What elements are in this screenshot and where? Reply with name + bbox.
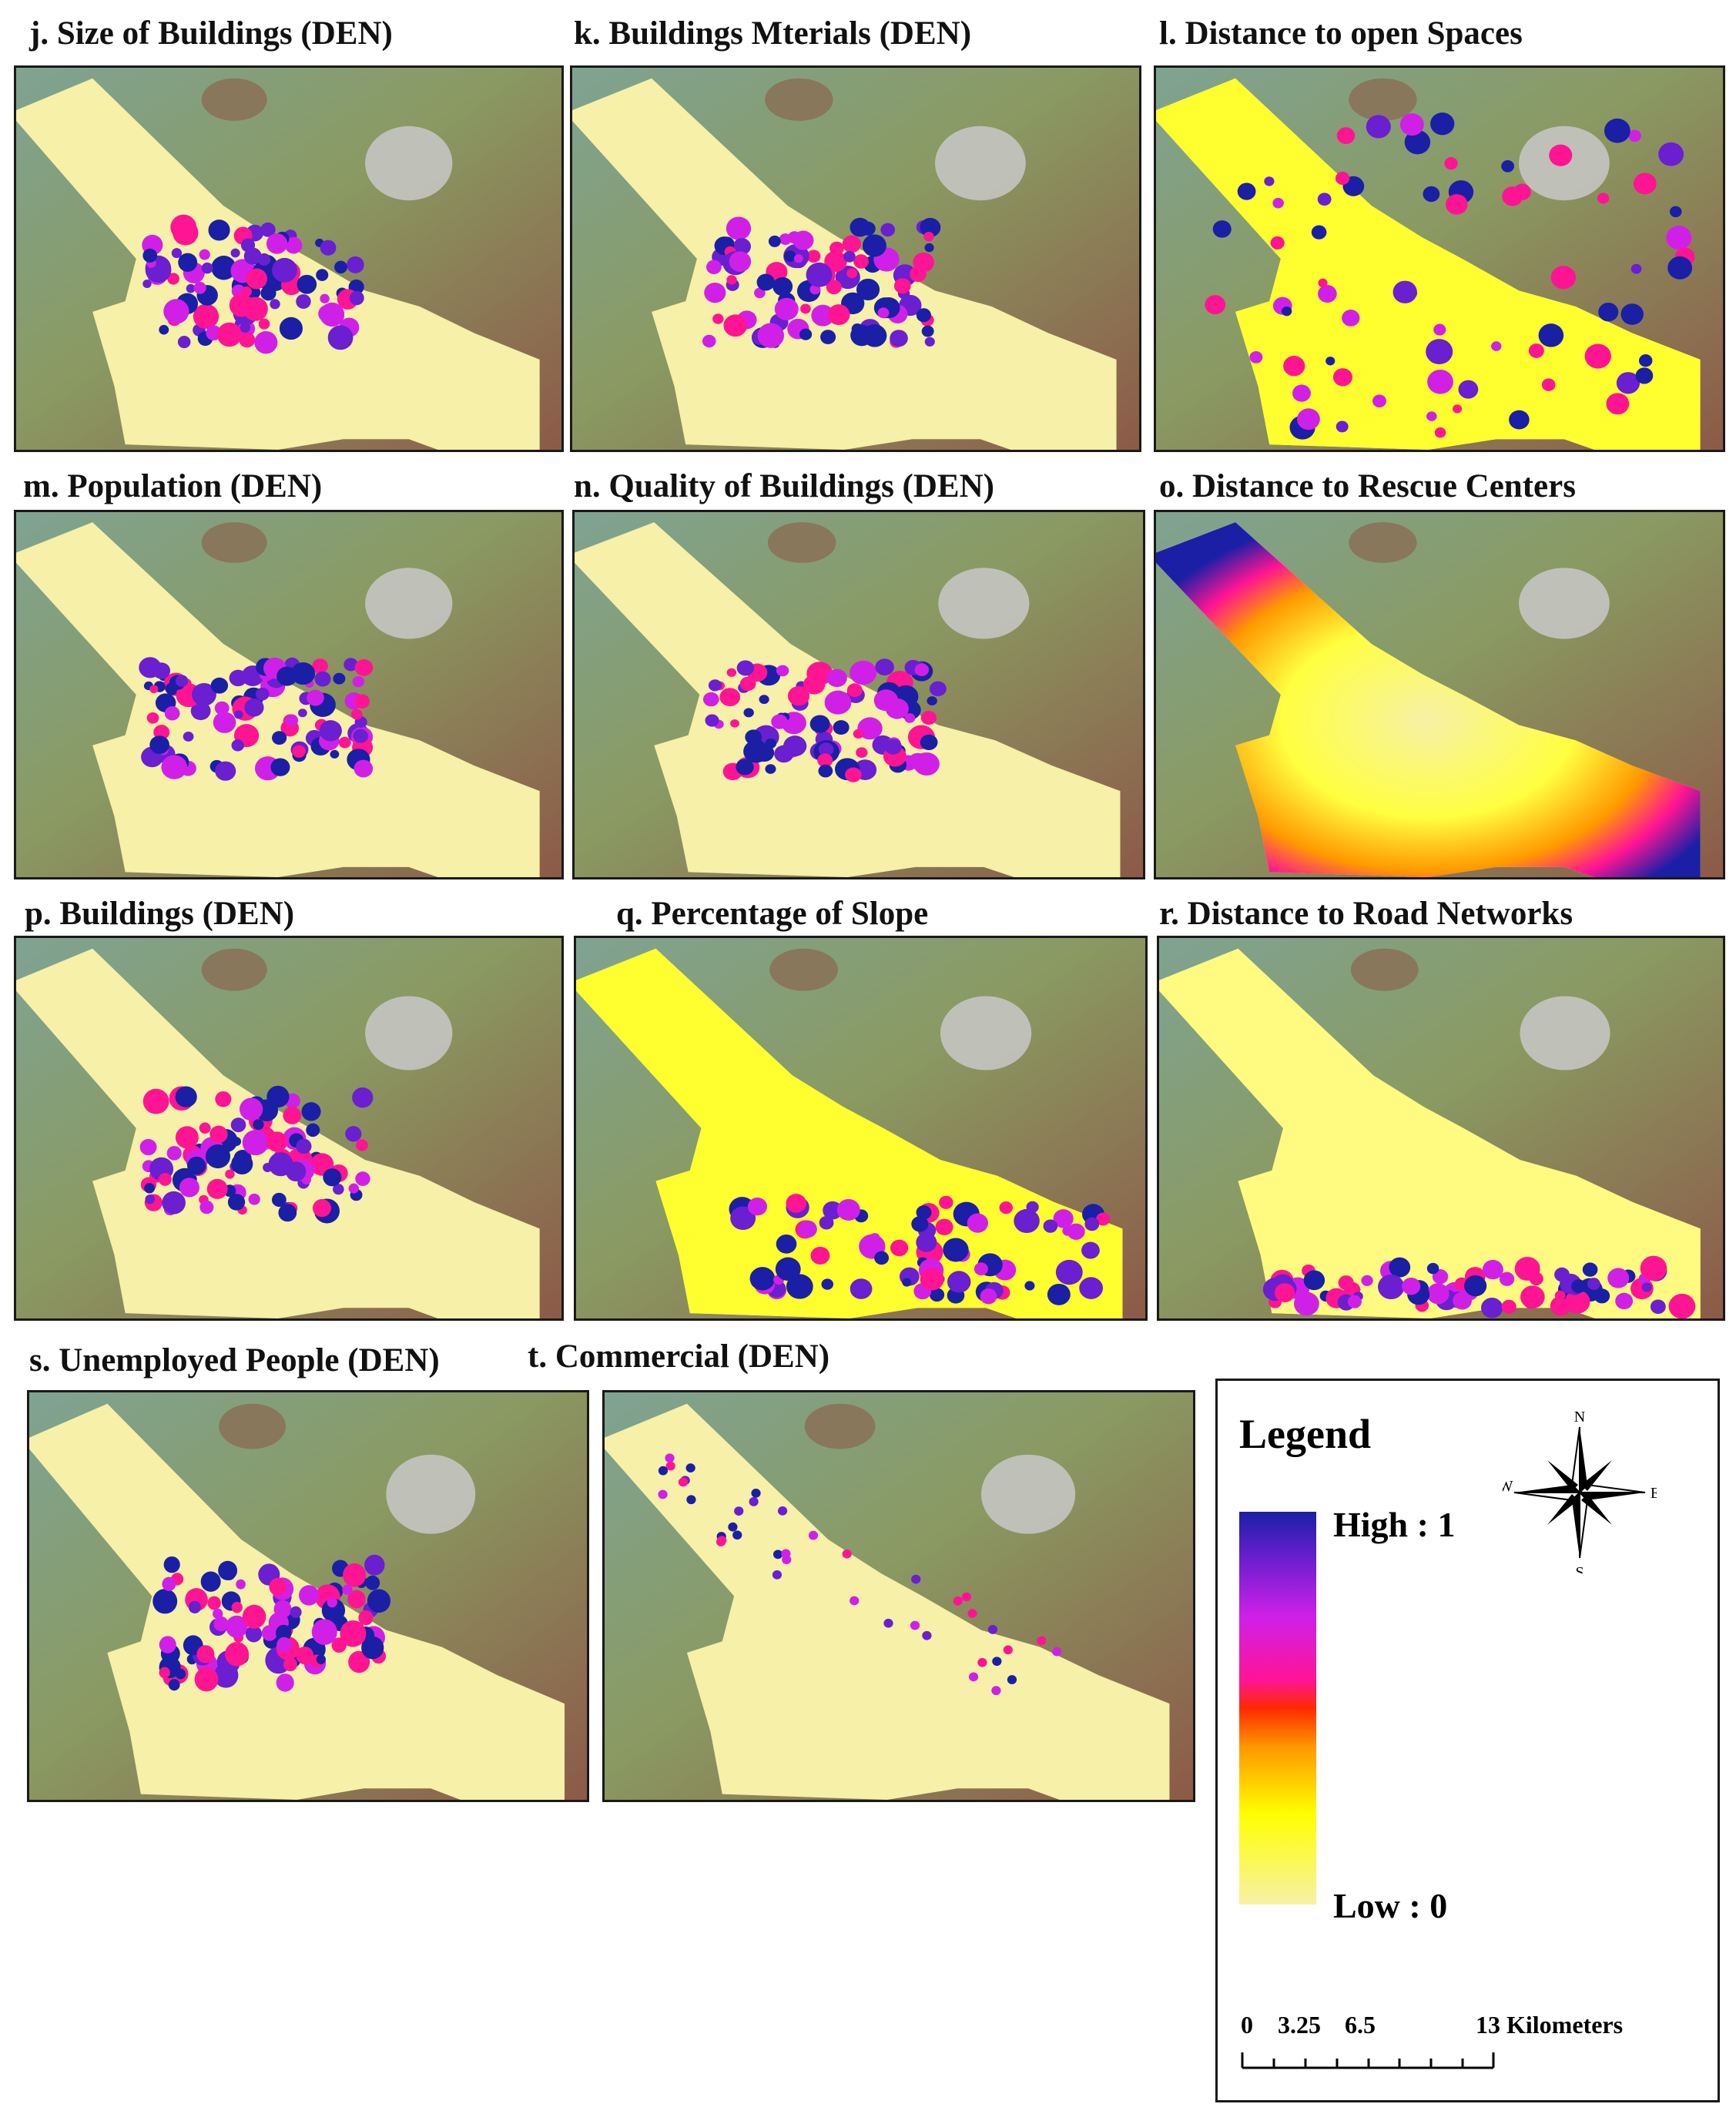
panel-title-t: t. Commercial (DEN) bbox=[528, 1338, 830, 1375]
panel-title-j: j. Size of Buildings (DEN) bbox=[29, 15, 393, 52]
map-canvas-n bbox=[575, 512, 1143, 877]
map-canvas-q bbox=[576, 938, 1145, 1318]
legend-low-label: Low : 0 bbox=[1333, 1886, 1448, 1925]
scale-label-0: 0 bbox=[1241, 2011, 1253, 2039]
map-panel-t bbox=[602, 1390, 1195, 1802]
map-panel-l bbox=[1154, 65, 1725, 452]
panel-title-r: r. Distance to Road Networks bbox=[1159, 896, 1573, 932]
panel-title-s: s. Unemployed People (DEN) bbox=[29, 1342, 440, 1379]
map-panel-m bbox=[14, 510, 564, 879]
map-canvas-o bbox=[1156, 512, 1723, 877]
color-ramp bbox=[1239, 1512, 1316, 1905]
map-panel-n bbox=[572, 510, 1145, 879]
map-canvas-k bbox=[572, 68, 1139, 450]
compass-south: S bbox=[1575, 1564, 1584, 1573]
map-panel-s bbox=[27, 1390, 589, 1802]
panel-title-o: o. Distance to Rescue Centers bbox=[1159, 468, 1576, 504]
map-canvas-m bbox=[16, 512, 561, 877]
scale-label-1: 3.25 bbox=[1278, 2011, 1321, 2039]
panel-title-p: p. Buildings (DEN) bbox=[25, 896, 295, 932]
panel-title-q: q. Percentage of Slope bbox=[616, 896, 929, 932]
panel-title-k: k. Buildings Mterials (DEN) bbox=[574, 15, 972, 52]
scale-bar bbox=[1241, 2052, 1495, 2069]
scale-label-3: 13 Kilometers bbox=[1476, 2011, 1624, 2039]
map-canvas-s bbox=[29, 1392, 587, 1800]
map-panel-q bbox=[574, 936, 1148, 1321]
north-arrow-icon: N S E W bbox=[1503, 1409, 1657, 1573]
legend-title: Legend bbox=[1239, 1411, 1372, 1457]
map-canvas-l bbox=[1156, 68, 1723, 450]
compass-north: N bbox=[1574, 1409, 1585, 1426]
map-panel-o bbox=[1154, 510, 1725, 879]
compass-east: E bbox=[1651, 1485, 1657, 1502]
panel-title-m: m. Population (DEN) bbox=[23, 468, 323, 504]
map-canvas-j bbox=[16, 68, 561, 450]
map-canvas-t bbox=[605, 1392, 1193, 1800]
panel-title-n: n. Quality of Buildings (DEN) bbox=[574, 468, 994, 504]
panel-title-l: l. Distance to open Spaces bbox=[1159, 15, 1523, 52]
map-panel-r bbox=[1157, 936, 1725, 1321]
scale-label-2: 6.5 bbox=[1345, 2011, 1376, 2039]
legend-high-label: High : 1 bbox=[1333, 1505, 1456, 1544]
map-panel-j bbox=[14, 65, 564, 452]
map-canvas-r bbox=[1159, 938, 1723, 1318]
compass-west: W bbox=[1503, 1478, 1513, 1495]
legend-box: Legend High : 1 Low : 0 N S E W 0 3.25 6… bbox=[1215, 1379, 1720, 2102]
map-panel-p bbox=[14, 936, 564, 1321]
map-panel-k bbox=[570, 65, 1141, 452]
map-canvas-p bbox=[16, 938, 561, 1318]
